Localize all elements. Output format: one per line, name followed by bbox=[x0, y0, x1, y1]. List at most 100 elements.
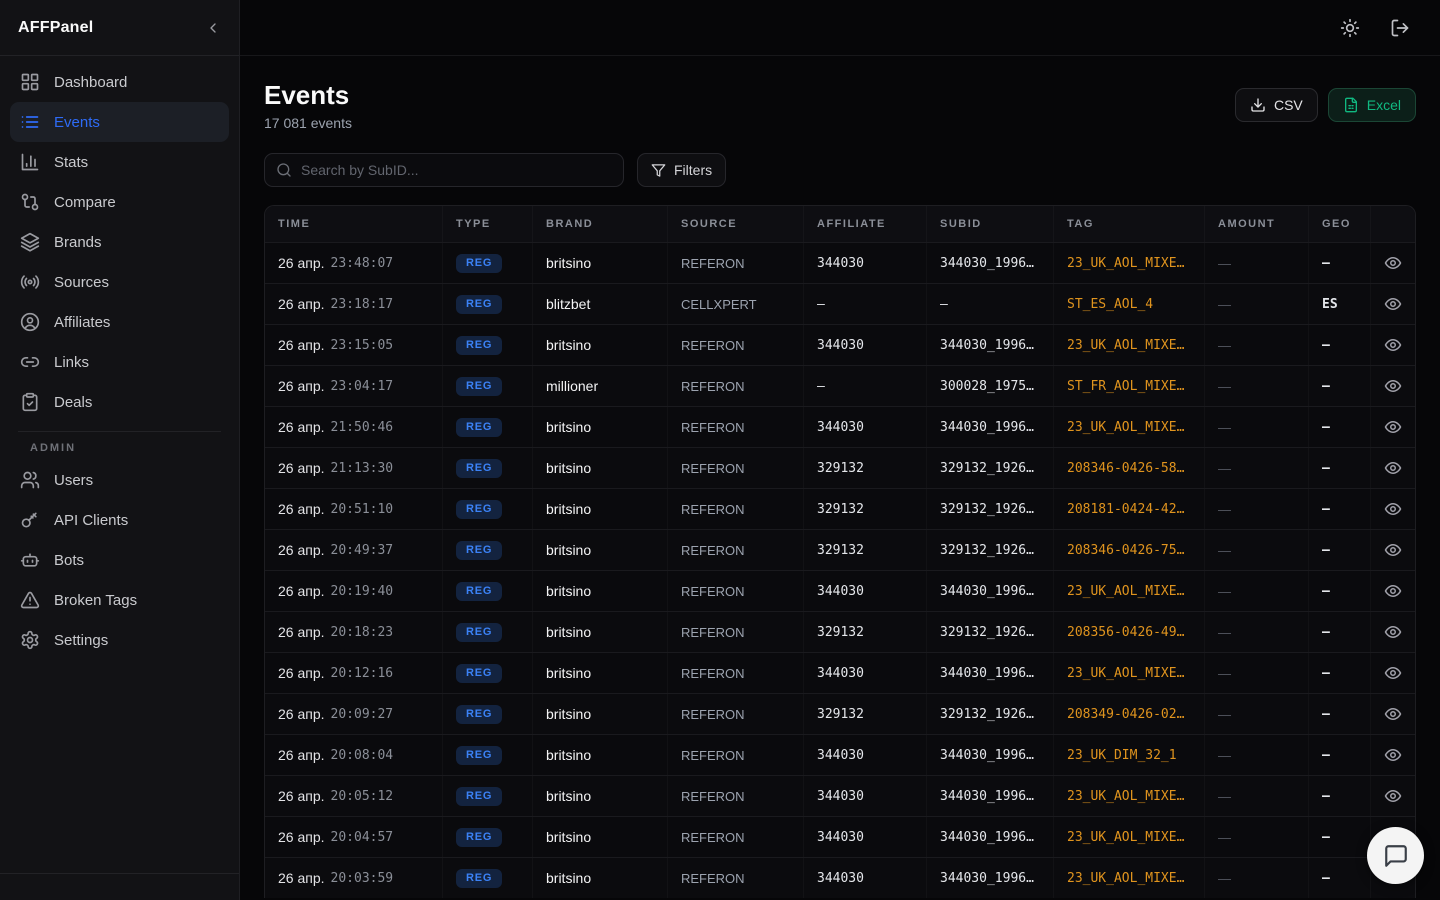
view-event-button[interactable] bbox=[1384, 252, 1402, 274]
theme-toggle-button[interactable] bbox=[1336, 14, 1364, 42]
table-row[interactable]: 26 апр. 20:18:23 REG britsino REFERON 32… bbox=[265, 611, 1415, 652]
event-date: 26 апр. bbox=[278, 419, 325, 435]
sidebar-item-affiliates[interactable]: Affiliates bbox=[10, 302, 229, 342]
table-row[interactable]: 26 апр. 20:05:12 REG britsino REFERON 34… bbox=[265, 775, 1415, 816]
sidebar-item-broken-tags[interactable]: Broken Tags bbox=[10, 580, 229, 620]
table-row[interactable]: 26 апр. 20:51:10 REG britsino REFERON 32… bbox=[265, 488, 1415, 529]
eye-icon bbox=[1384, 746, 1402, 764]
view-event-button[interactable] bbox=[1384, 293, 1402, 315]
sidebar-item-sources[interactable]: Sources bbox=[10, 262, 229, 302]
view-event-button[interactable] bbox=[1384, 662, 1402, 684]
event-time: 20:03:59 bbox=[330, 870, 394, 886]
type-cell: REG bbox=[443, 571, 533, 611]
tag-cell[interactable]: 208356-0426-49… bbox=[1054, 612, 1205, 652]
event-time: 23:18:17 bbox=[330, 296, 394, 312]
tag-cell[interactable]: 23_UK_AOL_MIXE… bbox=[1054, 407, 1205, 447]
tag-cell[interactable]: 23_UK_AOL_MIXE… bbox=[1054, 817, 1205, 857]
view-event-button[interactable] bbox=[1384, 703, 1402, 725]
brand-cell: britsino bbox=[533, 325, 668, 365]
time-cell: 26 апр. 20:03:59 bbox=[265, 858, 443, 898]
table-row[interactable]: 26 апр. 23:15:05 REG britsino REFERON 34… bbox=[265, 324, 1415, 365]
tag-cell[interactable]: 208349-0426-02… bbox=[1054, 694, 1205, 734]
tag-cell[interactable]: 208181-0424-42… bbox=[1054, 489, 1205, 529]
tag-cell[interactable]: 23_UK_DIM_32_1 bbox=[1054, 735, 1205, 775]
event-date: 26 апр. bbox=[278, 460, 325, 476]
affiliate-cell: 344030 bbox=[804, 325, 927, 365]
view-event-button[interactable] bbox=[1384, 785, 1402, 807]
tag-cell[interactable]: 208346-0426-75… bbox=[1054, 530, 1205, 570]
table-row[interactable]: 26 апр. 20:09:27 REG britsino REFERON 32… bbox=[265, 693, 1415, 734]
csv-export-button[interactable]: CSV bbox=[1234, 88, 1318, 122]
logout-button[interactable] bbox=[1386, 14, 1414, 42]
tag-cell[interactable]: 23_UK_AOL_MIXE… bbox=[1054, 653, 1205, 693]
table-row[interactable]: 26 апр. 23:04:17 REG millioner REFERON —… bbox=[265, 365, 1415, 406]
sidebar-item-bots[interactable]: Bots bbox=[10, 540, 229, 580]
tag-cell[interactable]: 23_UK_AOL_MIXE… bbox=[1054, 325, 1205, 365]
column-header-affiliate: AFFILIATE bbox=[804, 206, 927, 242]
time-cell: 26 апр. 21:50:46 bbox=[265, 407, 443, 447]
table-row[interactable]: 26 апр. 20:49:37 REG britsino REFERON 32… bbox=[265, 529, 1415, 570]
view-event-button[interactable] bbox=[1384, 744, 1402, 766]
sidebar-item-dashboard[interactable]: Dashboard bbox=[10, 62, 229, 102]
view-event-button[interactable] bbox=[1384, 416, 1402, 438]
view-event-button[interactable] bbox=[1384, 457, 1402, 479]
events-count: 17 081 events bbox=[264, 115, 352, 131]
sidebar-collapse-button[interactable] bbox=[199, 14, 227, 42]
eye-icon bbox=[1384, 418, 1402, 436]
view-event-button[interactable] bbox=[1384, 539, 1402, 561]
source-cell: REFERON bbox=[668, 407, 804, 447]
alert-triangle-icon bbox=[20, 590, 40, 610]
sidebar: AFFPanel Dashboard Events Stats bbox=[0, 0, 240, 900]
sidebar-item-stats[interactable]: Stats bbox=[10, 142, 229, 182]
subid-cell: 329132_1926… bbox=[927, 489, 1054, 529]
type-cell: REG bbox=[443, 366, 533, 406]
table-row[interactable]: 26 апр. 20:12:16 REG britsino REFERON 34… bbox=[265, 652, 1415, 693]
brand-cell: britsino bbox=[533, 243, 668, 283]
tag-cell[interactable]: 208346-0426-58… bbox=[1054, 448, 1205, 488]
tag-cell[interactable]: 23_UK_AOL_MIXE… bbox=[1054, 571, 1205, 611]
event-date: 26 апр. bbox=[278, 337, 325, 353]
type-cell: REG bbox=[443, 243, 533, 283]
tag-cell[interactable]: 23_UK_AOL_MIXE… bbox=[1054, 243, 1205, 283]
sidebar-item-compare[interactable]: Compare bbox=[10, 182, 229, 222]
geo-cell: — bbox=[1309, 694, 1371, 734]
table-row[interactable]: 26 апр. 23:48:07 REG britsino REFERON 34… bbox=[265, 242, 1415, 283]
table-row[interactable]: 26 апр. 20:19:40 REG britsino REFERON 34… bbox=[265, 570, 1415, 611]
table-row[interactable]: 26 апр. 20:04:57 REG britsino REFERON 34… bbox=[265, 816, 1415, 857]
table-row[interactable]: 26 апр. 21:13:30 REG britsino REFERON 32… bbox=[265, 447, 1415, 488]
sidebar-item-users[interactable]: Users bbox=[10, 460, 229, 500]
excel-export-button[interactable]: Excel bbox=[1327, 88, 1416, 122]
table-header-row: TIME TYPE BRAND SOURCE AFFILIATE SUBID T… bbox=[265, 206, 1415, 242]
sidebar-item-links[interactable]: Links bbox=[10, 342, 229, 382]
search-input[interactable] bbox=[301, 162, 612, 178]
chat-widget-button[interactable] bbox=[1367, 827, 1424, 884]
sidebar-item-settings[interactable]: Settings bbox=[10, 620, 229, 660]
event-date: 26 апр. bbox=[278, 624, 325, 640]
table-row[interactable]: 26 апр. 21:50:46 REG britsino REFERON 34… bbox=[265, 406, 1415, 447]
view-event-button[interactable] bbox=[1384, 498, 1402, 520]
amount-cell: — bbox=[1205, 407, 1309, 447]
tag-cell[interactable]: ST_FR_AOL_MIXE… bbox=[1054, 366, 1205, 406]
tag-cell[interactable]: ST_ES_AOL_4 bbox=[1054, 284, 1205, 324]
tag-cell[interactable]: 23_UK_AOL_MIXE… bbox=[1054, 776, 1205, 816]
source-cell: REFERON bbox=[668, 858, 804, 898]
amount-cell: — bbox=[1205, 776, 1309, 816]
table-row[interactable]: 26 апр. 20:03:59 REG britsino REFERON 34… bbox=[265, 857, 1415, 898]
view-event-button[interactable] bbox=[1384, 621, 1402, 643]
type-cell: REG bbox=[443, 858, 533, 898]
event-date: 26 апр. bbox=[278, 255, 325, 271]
sidebar-item-events[interactable]: Events bbox=[10, 102, 229, 142]
sidebar-item-api-clients[interactable]: API Clients bbox=[10, 500, 229, 540]
subid-cell: 344030_1996… bbox=[927, 776, 1054, 816]
sidebar-item-deals[interactable]: Deals bbox=[10, 382, 229, 422]
table-row[interactable]: 26 апр. 23:18:17 REG blitzbet CELLXPERT … bbox=[265, 283, 1415, 324]
filters-button[interactable]: Filters bbox=[637, 153, 727, 187]
tag-cell[interactable]: 23_UK_AOL_MIXE… bbox=[1054, 858, 1205, 898]
source-cell: REFERON bbox=[668, 366, 804, 406]
view-event-button[interactable] bbox=[1384, 375, 1402, 397]
view-event-button[interactable] bbox=[1384, 580, 1402, 602]
eye-icon bbox=[1384, 664, 1402, 682]
sidebar-item-brands[interactable]: Brands bbox=[10, 222, 229, 262]
table-row[interactable]: 26 апр. 20:08:04 REG britsino REFERON 34… bbox=[265, 734, 1415, 775]
view-event-button[interactable] bbox=[1384, 334, 1402, 356]
